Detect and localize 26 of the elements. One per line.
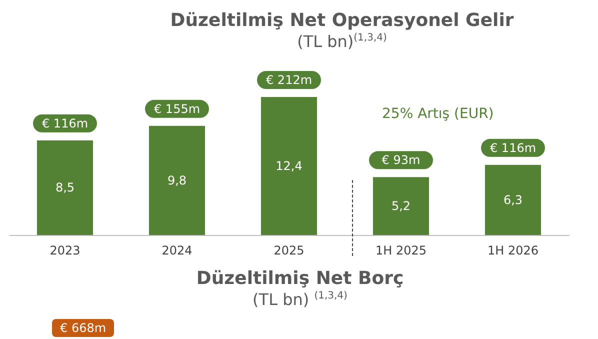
bar xyxy=(261,97,317,235)
annotation: € 93m xyxy=(382,153,420,168)
chart-subtitle: (TL bn)$^{(1,3,4)}$ xyxy=(296,32,388,51)
text: Düzeltilmiş Net Borç xyxy=(195,268,405,289)
data-label: 6,3 xyxy=(503,192,523,207)
chart-title: Düzeltilmiş Net Operasyonel Gelir xyxy=(169,10,515,31)
bar xyxy=(485,164,541,235)
x-tick-label: 2025 xyxy=(274,244,304,258)
data-label: 12,4 xyxy=(276,159,302,173)
data-label: 8,5 xyxy=(55,180,75,195)
text: (TL bn) $^{(1,3,4)}$ xyxy=(252,290,348,309)
x-tick-label: 2023 xyxy=(50,244,80,258)
bar xyxy=(37,140,93,235)
annotation: € 116m xyxy=(42,116,88,130)
annotation: € 116m xyxy=(490,140,536,155)
x-tick-label: 2024 xyxy=(162,244,192,258)
annotation: € 155m xyxy=(154,102,200,116)
x-tick-label: 1H 2025 xyxy=(375,244,427,258)
annotation: 25% Artış (EUR) xyxy=(382,106,494,122)
bar xyxy=(149,126,205,235)
annotation: € 212m xyxy=(266,73,312,87)
x-tick-label: 1H 2026 xyxy=(487,244,539,258)
text: € 668m xyxy=(52,319,114,337)
data-label: 9,8 xyxy=(167,173,187,188)
data-label: 5,2 xyxy=(391,199,411,214)
bar xyxy=(373,177,429,235)
